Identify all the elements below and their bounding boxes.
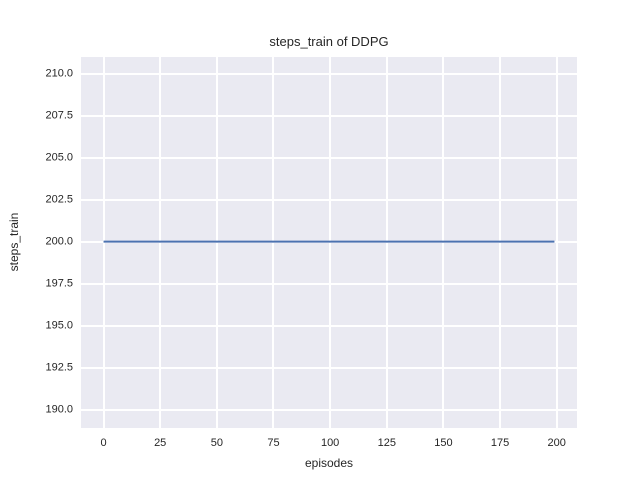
y-gridline — [81, 366, 577, 369]
y-gridline — [81, 156, 577, 159]
x-tick-label: 150 — [434, 437, 453, 449]
y-tick-label: 192.5 — [45, 361, 73, 374]
x-tick-label: 175 — [490, 437, 510, 449]
y-tick-label: 195.0 — [45, 319, 73, 332]
x-tick-label: 100 — [320, 437, 340, 449]
y-gridline — [81, 408, 577, 411]
plot-area — [81, 57, 577, 428]
x-tick-label: 125 — [377, 437, 396, 449]
x-tick-label: 25 — [154, 437, 167, 449]
y-gridline — [81, 282, 577, 285]
x-tick-label: 50 — [210, 437, 223, 449]
y-tick-label: 197.5 — [45, 277, 73, 290]
y-tick-label: 190.0 — [45, 403, 73, 416]
chart-title: steps_train of DDPG — [269, 34, 389, 49]
y-tick-label: 210.0 — [45, 67, 73, 80]
x-axis-label: episodes — [304, 456, 354, 470]
y-gridline — [81, 114, 577, 117]
y-gridline — [81, 324, 577, 327]
y-tick-label: 205.0 — [45, 151, 73, 164]
x-tick-label: 0 — [100, 437, 107, 449]
y-tick-label: 200.0 — [45, 235, 73, 248]
y-gridline — [81, 198, 577, 201]
y-tick-label: 202.5 — [45, 193, 73, 206]
x-tick-label: 200 — [547, 437, 566, 449]
data-line-layer — [103, 240, 555, 243]
x-tick-label: 75 — [267, 437, 280, 449]
y-tick-label: 207.5 — [45, 109, 73, 122]
y-gridline — [81, 72, 577, 75]
